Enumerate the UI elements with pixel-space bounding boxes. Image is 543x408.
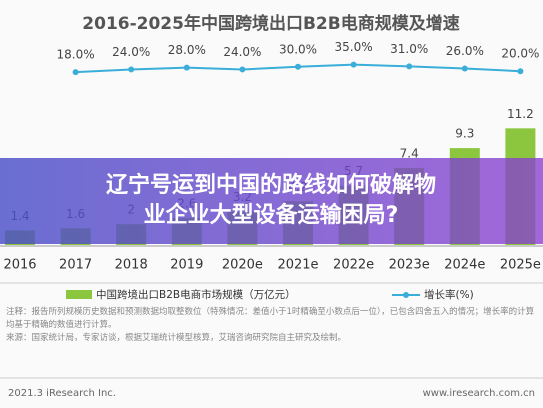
chart-title: 2016-2025年中国跨境出口B2B电商规模及增速 xyxy=(82,13,459,34)
line-point xyxy=(461,65,468,72)
data-label: 7.4 xyxy=(400,146,419,160)
line-point xyxy=(72,69,79,76)
footer-right: www.iresearch.com.cn xyxy=(423,388,535,399)
x-tick-label: 2025e xyxy=(500,258,541,273)
data-label: 30.0% xyxy=(279,42,317,56)
x-tick-label: 2022e xyxy=(333,258,374,273)
x-tick-label: 2023e xyxy=(389,258,430,273)
legend-label: 中国跨境出口B2B电商市场规模（万亿元） xyxy=(96,288,296,301)
line-point xyxy=(350,61,357,68)
line-point xyxy=(239,66,246,73)
data-label: 11.2 xyxy=(507,107,534,121)
data-label: 18.0% xyxy=(57,48,95,62)
overlay-text: 业企业大型设备运输困局? xyxy=(144,202,399,228)
data-label: 26.0% xyxy=(446,44,484,58)
note: 来源：国家统计局，专家访谈，根据艾瑞统计模型核算，艾瑞咨询研究院自主研究及绘制。 xyxy=(6,333,347,343)
data-label: 20.0% xyxy=(501,47,539,61)
overlay-text: 辽宁号运到中国的路线如何破解物 xyxy=(106,172,436,198)
x-tick-label: 2021e xyxy=(277,258,318,273)
footer-left: 2021.3 iResearch Inc. xyxy=(8,388,116,399)
data-label: 9.3 xyxy=(455,127,474,141)
legend-swatch xyxy=(66,290,92,299)
data-label: 31.0% xyxy=(390,42,428,56)
notes-text: 注释：报告所列规模历史数据和预测数据均取整数位（特殊情况：差值小于1时精确至小数… xyxy=(6,306,537,345)
data-label: 35.0% xyxy=(335,40,373,54)
x-tick-label: 2020e xyxy=(222,258,263,273)
x-tick-label: 2017 xyxy=(59,258,92,273)
x-tick-label: 2024e xyxy=(444,258,485,273)
line-point xyxy=(517,68,524,75)
legend-swatch xyxy=(403,292,409,298)
line-point xyxy=(406,63,413,70)
data-label: 28.0% xyxy=(168,43,206,57)
overlay-banner xyxy=(0,158,543,244)
line-point xyxy=(295,63,301,70)
data-label: 24.0% xyxy=(223,45,261,59)
data-label: 24.0% xyxy=(112,45,150,59)
notes: 注释：报告所列规模历史数据和预测数据均取整数位（特殊情况：差值小于1时精确至小数… xyxy=(6,306,537,345)
x-tick-label: 2016 xyxy=(3,258,36,273)
line-point xyxy=(128,66,135,73)
x-tick-label: 2018 xyxy=(115,258,148,273)
x-tick-label: 2019 xyxy=(170,258,203,273)
line-point xyxy=(183,64,190,71)
legend-label: 增长率(%) xyxy=(424,288,474,301)
note: 注释：报告所列规模历史数据和预测数据均取整数位（特殊情况：差值小于1时精确至小数… xyxy=(6,307,535,330)
